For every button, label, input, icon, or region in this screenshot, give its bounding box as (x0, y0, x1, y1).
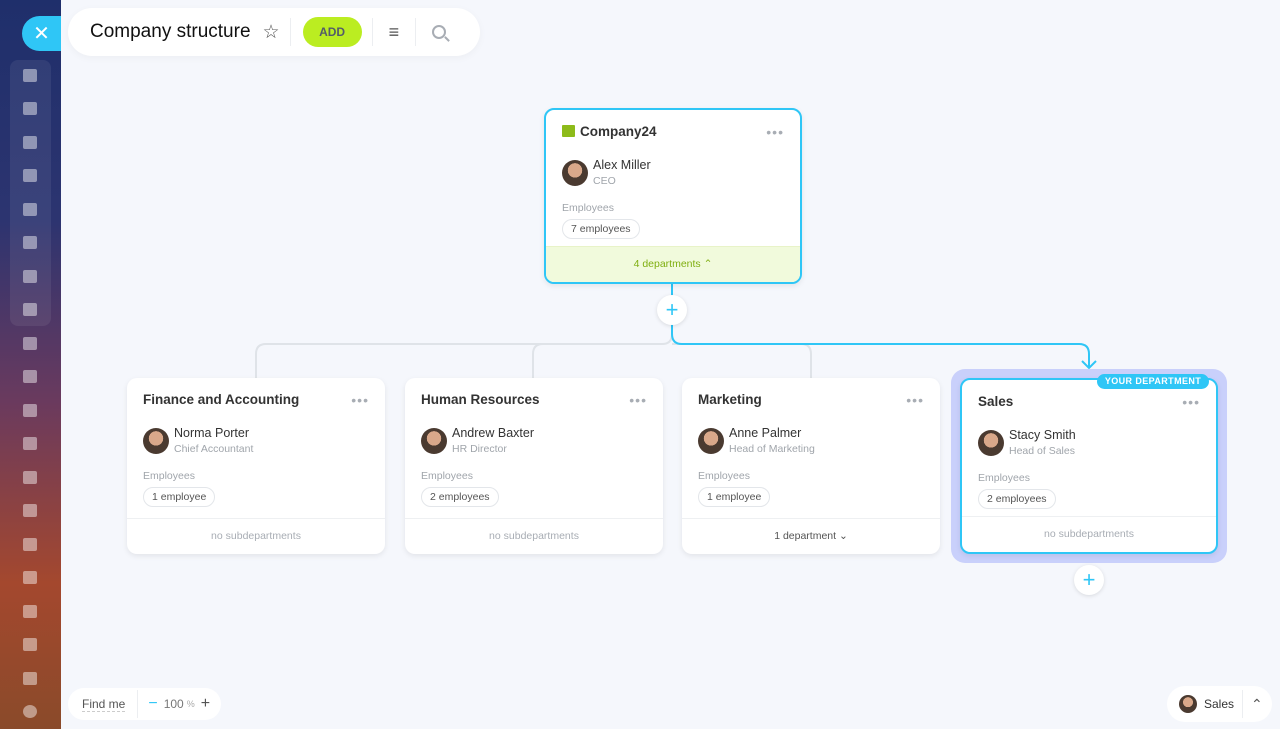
department-card[interactable]: Sales ••• Stacy Smith Head of Sales Empl… (960, 378, 1218, 554)
avatar (698, 428, 724, 454)
groups-icon[interactable] (21, 301, 39, 319)
head-name[interactable]: Norma Porter (174, 426, 250, 440)
documents-icon[interactable] (21, 200, 39, 218)
contact-card-icon[interactable] (21, 636, 39, 654)
department-card[interactable]: Finance and Accounting ••• Norma Porter … (127, 378, 385, 554)
avatar (143, 428, 169, 454)
add-department-button[interactable]: + (657, 295, 687, 325)
subdepartments-label: 1 department (774, 530, 837, 542)
e-signature-icon[interactable] (21, 569, 39, 587)
head-name[interactable]: Anne Palmer (729, 426, 802, 440)
avatar (562, 160, 588, 186)
employees-pill[interactable]: 1 employee (143, 487, 216, 507)
zoom-out-button[interactable]: − (148, 695, 158, 712)
head-role: Head of Sales (1009, 445, 1075, 457)
analytics-icon[interactable] (21, 602, 39, 620)
head-name[interactable]: Andrew Baxter (452, 426, 534, 440)
add-subdepartment-button[interactable]: + (1074, 565, 1104, 595)
target-icon[interactable] (21, 468, 39, 486)
workflow-icon[interactable] (21, 66, 39, 84)
subdepartments-footer: no subdepartments (962, 516, 1216, 552)
avatar (1179, 695, 1197, 713)
feed-icon[interactable] (21, 100, 39, 118)
menu-icon[interactable]: ≡ (388, 21, 400, 42)
add-button[interactable]: ADD (302, 17, 362, 47)
chevron-up-icon: ⌃ (703, 258, 713, 270)
more-icon[interactable] (21, 703, 39, 721)
building-icon (562, 125, 575, 137)
head-role: HR Director (452, 443, 507, 455)
star-icon[interactable]: ☆ (262, 21, 280, 43)
department-name: Company24 (580, 124, 657, 139)
subdepartments-footer: no subdepartments (127, 518, 385, 554)
department-card[interactable]: Human Resources ••• Andrew Baxter HR Dir… (405, 378, 663, 554)
search-icon[interactable] (432, 25, 447, 39)
page-title: Company structure (90, 21, 251, 42)
department-name: Sales (978, 394, 1014, 409)
box-icon[interactable] (21, 669, 39, 687)
subdepartments-footer[interactable]: 1 department ⌄ (682, 518, 940, 554)
employees-label: Employees (421, 470, 473, 482)
find-me-button[interactable]: Find me (82, 696, 126, 712)
drive-icon[interactable] (21, 234, 39, 252)
department-name: Human Resources (421, 392, 540, 407)
bottom-controls: Find me − 100 % + (68, 688, 221, 720)
sidebar (0, 0, 61, 729)
top-bar: Company structure ☆ ADD ≡ (68, 8, 480, 56)
subdepartments-footer: no subdepartments (405, 518, 663, 554)
shop-icon[interactable] (21, 502, 39, 520)
avatar (421, 428, 447, 454)
more-icon[interactable]: ••• (351, 392, 369, 408)
more-icon[interactable]: ••• (906, 392, 924, 408)
employees-label: Employees (562, 202, 614, 214)
mail-icon[interactable] (21, 267, 39, 285)
chevron-down-icon: ⌄ (838, 530, 848, 542)
sign-icon[interactable] (21, 535, 39, 553)
crm-funnel-icon[interactable] (21, 401, 39, 419)
more-icon[interactable]: ••• (1182, 394, 1200, 410)
subdepartments-label: no subdepartments (211, 530, 301, 542)
departments-toggle[interactable]: 4 departments ⌃ (546, 246, 800, 282)
current-department-switcher[interactable]: Sales ⌃ (1167, 686, 1272, 722)
chat-icon[interactable] (21, 133, 39, 151)
sidebar-active-group (10, 60, 51, 326)
department-card[interactable]: Marketing ••• Anne Palmer Head of Market… (682, 378, 940, 554)
zoom-in-button[interactable]: + (200, 695, 211, 712)
bank-icon[interactable] (21, 435, 39, 453)
close-button[interactable]: ✕ (22, 16, 61, 51)
subdepartments-label: no subdepartments (489, 530, 579, 542)
employees-label: Employees (698, 470, 750, 482)
subdepartments-label: no subdepartments (1044, 528, 1134, 540)
employees-pill[interactable]: 1 employee (698, 487, 771, 507)
root-department-card[interactable]: Company24 ••• Alex Miller CEO Employees … (544, 108, 802, 284)
copilot-icon[interactable] (21, 334, 39, 352)
more-icon[interactable]: ••• (766, 124, 784, 140)
calendar-icon[interactable] (21, 167, 39, 185)
avatar (978, 430, 1004, 456)
your-department-badge: YOUR DEPARTMENT (1097, 374, 1209, 389)
employees-pill[interactable]: 7 employees (562, 219, 640, 239)
employees-label: Employees (978, 472, 1030, 484)
zoom-unit: % (186, 699, 195, 709)
head-role: Chief Accountant (174, 443, 254, 455)
more-icon[interactable]: ••• (629, 392, 647, 408)
department-name: Finance and Accounting (143, 392, 300, 407)
head-role: CEO (593, 175, 616, 187)
head-role: Head of Marketing (729, 443, 815, 455)
department-name: Marketing (698, 392, 762, 407)
head-name[interactable]: Stacy Smith (1009, 428, 1076, 442)
employees-pill[interactable]: 2 employees (978, 489, 1056, 509)
zoom-level: 100 (163, 697, 184, 711)
employees-label: Employees (143, 470, 195, 482)
head-name[interactable]: Alex Miller (593, 158, 651, 172)
employees-pill[interactable]: 2 employees (421, 487, 499, 507)
departments-count: 4 departments (633, 258, 701, 270)
current-department-label: Sales (1204, 697, 1235, 711)
chevron-double-up-icon[interactable]: ⌃ (1251, 695, 1263, 712)
tasks-icon[interactable] (21, 368, 39, 386)
